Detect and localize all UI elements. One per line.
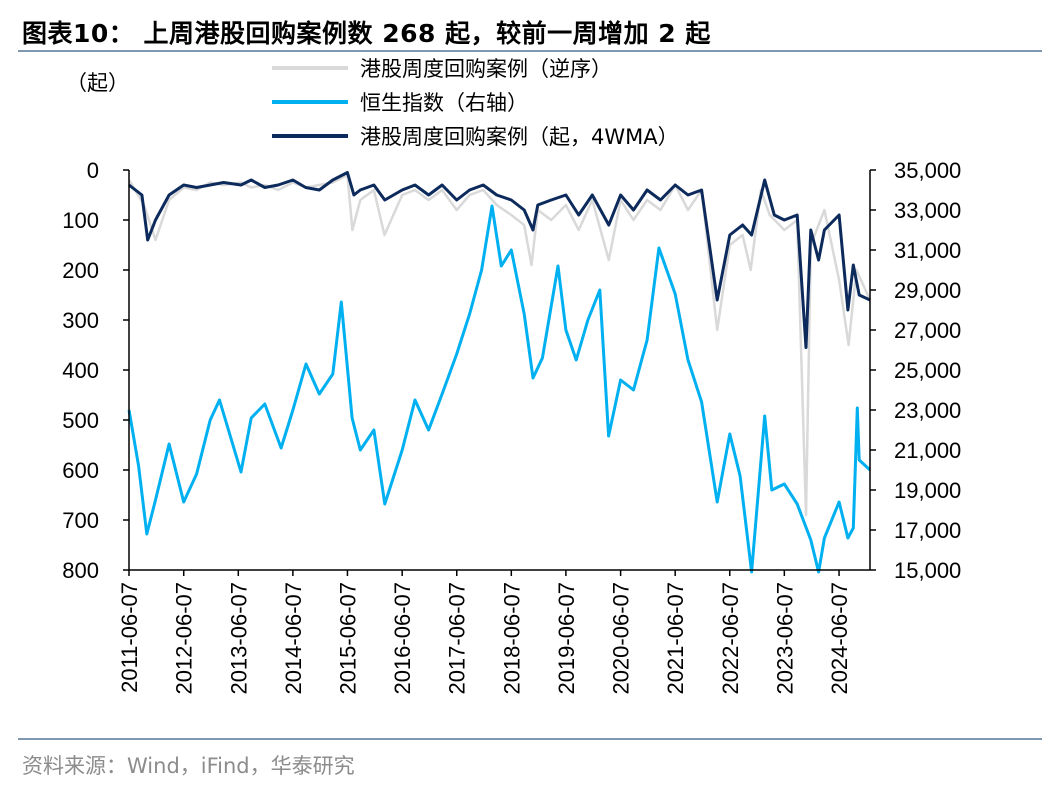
left-tick-label: 600 bbox=[62, 458, 99, 483]
right-tick-label: 21,000 bbox=[894, 438, 961, 463]
right-tick-label: 19,000 bbox=[894, 478, 961, 503]
x-tick-label: 2015-06-07 bbox=[335, 582, 360, 695]
bottom-divider bbox=[18, 738, 1042, 740]
source-note: 资料来源：Wind，iFind，华泰研究 bbox=[22, 754, 355, 778]
left-tick-label: 400 bbox=[62, 358, 99, 383]
legend-label-2: 恒生指数（右轴） bbox=[360, 91, 528, 115]
left-tick-label: 300 bbox=[62, 308, 99, 333]
left-axis-unit: （起） bbox=[66, 71, 129, 95]
right-tick-label: 17,000 bbox=[894, 518, 961, 543]
right-tick-label: 35,000 bbox=[894, 158, 961, 183]
left-tick-label: 200 bbox=[62, 258, 99, 283]
right-tick-label: 29,000 bbox=[894, 278, 961, 303]
x-tick-label: 2011-06-07 bbox=[117, 582, 142, 693]
left-tick-label: 700 bbox=[62, 508, 99, 533]
left-axis-ticks: 0 100 200 300 400 500 600 700 800 bbox=[62, 158, 129, 583]
top-divider bbox=[18, 50, 1042, 52]
right-tick-label: 33,000 bbox=[894, 198, 961, 223]
x-tick-label: 2017-06-07 bbox=[445, 582, 470, 695]
x-tick-label: 2024-06-07 bbox=[827, 582, 852, 695]
x-tick-label: 2020-06-07 bbox=[609, 582, 634, 695]
right-tick-label: 15,000 bbox=[894, 558, 961, 583]
left-tick-label: 800 bbox=[62, 558, 99, 583]
axes-layer bbox=[128, 170, 871, 571]
x-tick-label: 2012-06-07 bbox=[172, 582, 197, 695]
legend-label-1: 港股周度回购案例（逆序） bbox=[360, 57, 612, 81]
legend-label-3: 港股周度回购案例（起，4WMA） bbox=[360, 125, 679, 149]
x-tick-label: 2016-06-07 bbox=[390, 582, 415, 695]
x-tick-label: 2013-06-07 bbox=[226, 582, 251, 695]
chart-title: 图表10： 上周港股回购案例数 268 起，较前一周增加 2 起 bbox=[22, 19, 711, 48]
right-tick-label: 27,000 bbox=[894, 318, 961, 343]
right-tick-label: 25,000 bbox=[894, 358, 961, 383]
right-axis-ticks: 35,000 33,000 31,000 29,000 27,000 25,000 23,0… bbox=[870, 158, 961, 583]
x-tick-label: 2021-06-07 bbox=[663, 582, 688, 695]
left-tick-label: 0 bbox=[87, 158, 99, 183]
x-tick-label: 2023-06-07 bbox=[772, 582, 797, 695]
x-tick-label: 2014-06-07 bbox=[281, 582, 306, 695]
chart-canvas: 港股周度回购案例（逆序） 恒生指数（右轴） 港股周度回购案例（起，4WMA） （起）… bbox=[62, 57, 961, 695]
legend: 港股周度回购案例（逆序） 恒生指数（右轴） 港股周度回购案例（起，4WMA） bbox=[272, 57, 679, 149]
right-tick-label: 31,000 bbox=[894, 238, 961, 263]
series-line-3 bbox=[128, 171, 871, 349]
x-axis-ticks: 2011-06-07 2012-06-07 2013-06-07 2014-06-07… bbox=[117, 570, 852, 695]
right-tick-label: 23,000 bbox=[894, 398, 961, 423]
series-layer bbox=[127, 171, 872, 574]
x-tick-label: 2019-06-07 bbox=[554, 582, 579, 695]
left-tick-label: 500 bbox=[62, 408, 99, 433]
x-tick-label: 2018-06-07 bbox=[499, 582, 524, 695]
series-line-2 bbox=[127, 204, 872, 574]
x-tick-label: 2022-06-07 bbox=[718, 582, 743, 695]
left-tick-label: 100 bbox=[62, 208, 99, 233]
